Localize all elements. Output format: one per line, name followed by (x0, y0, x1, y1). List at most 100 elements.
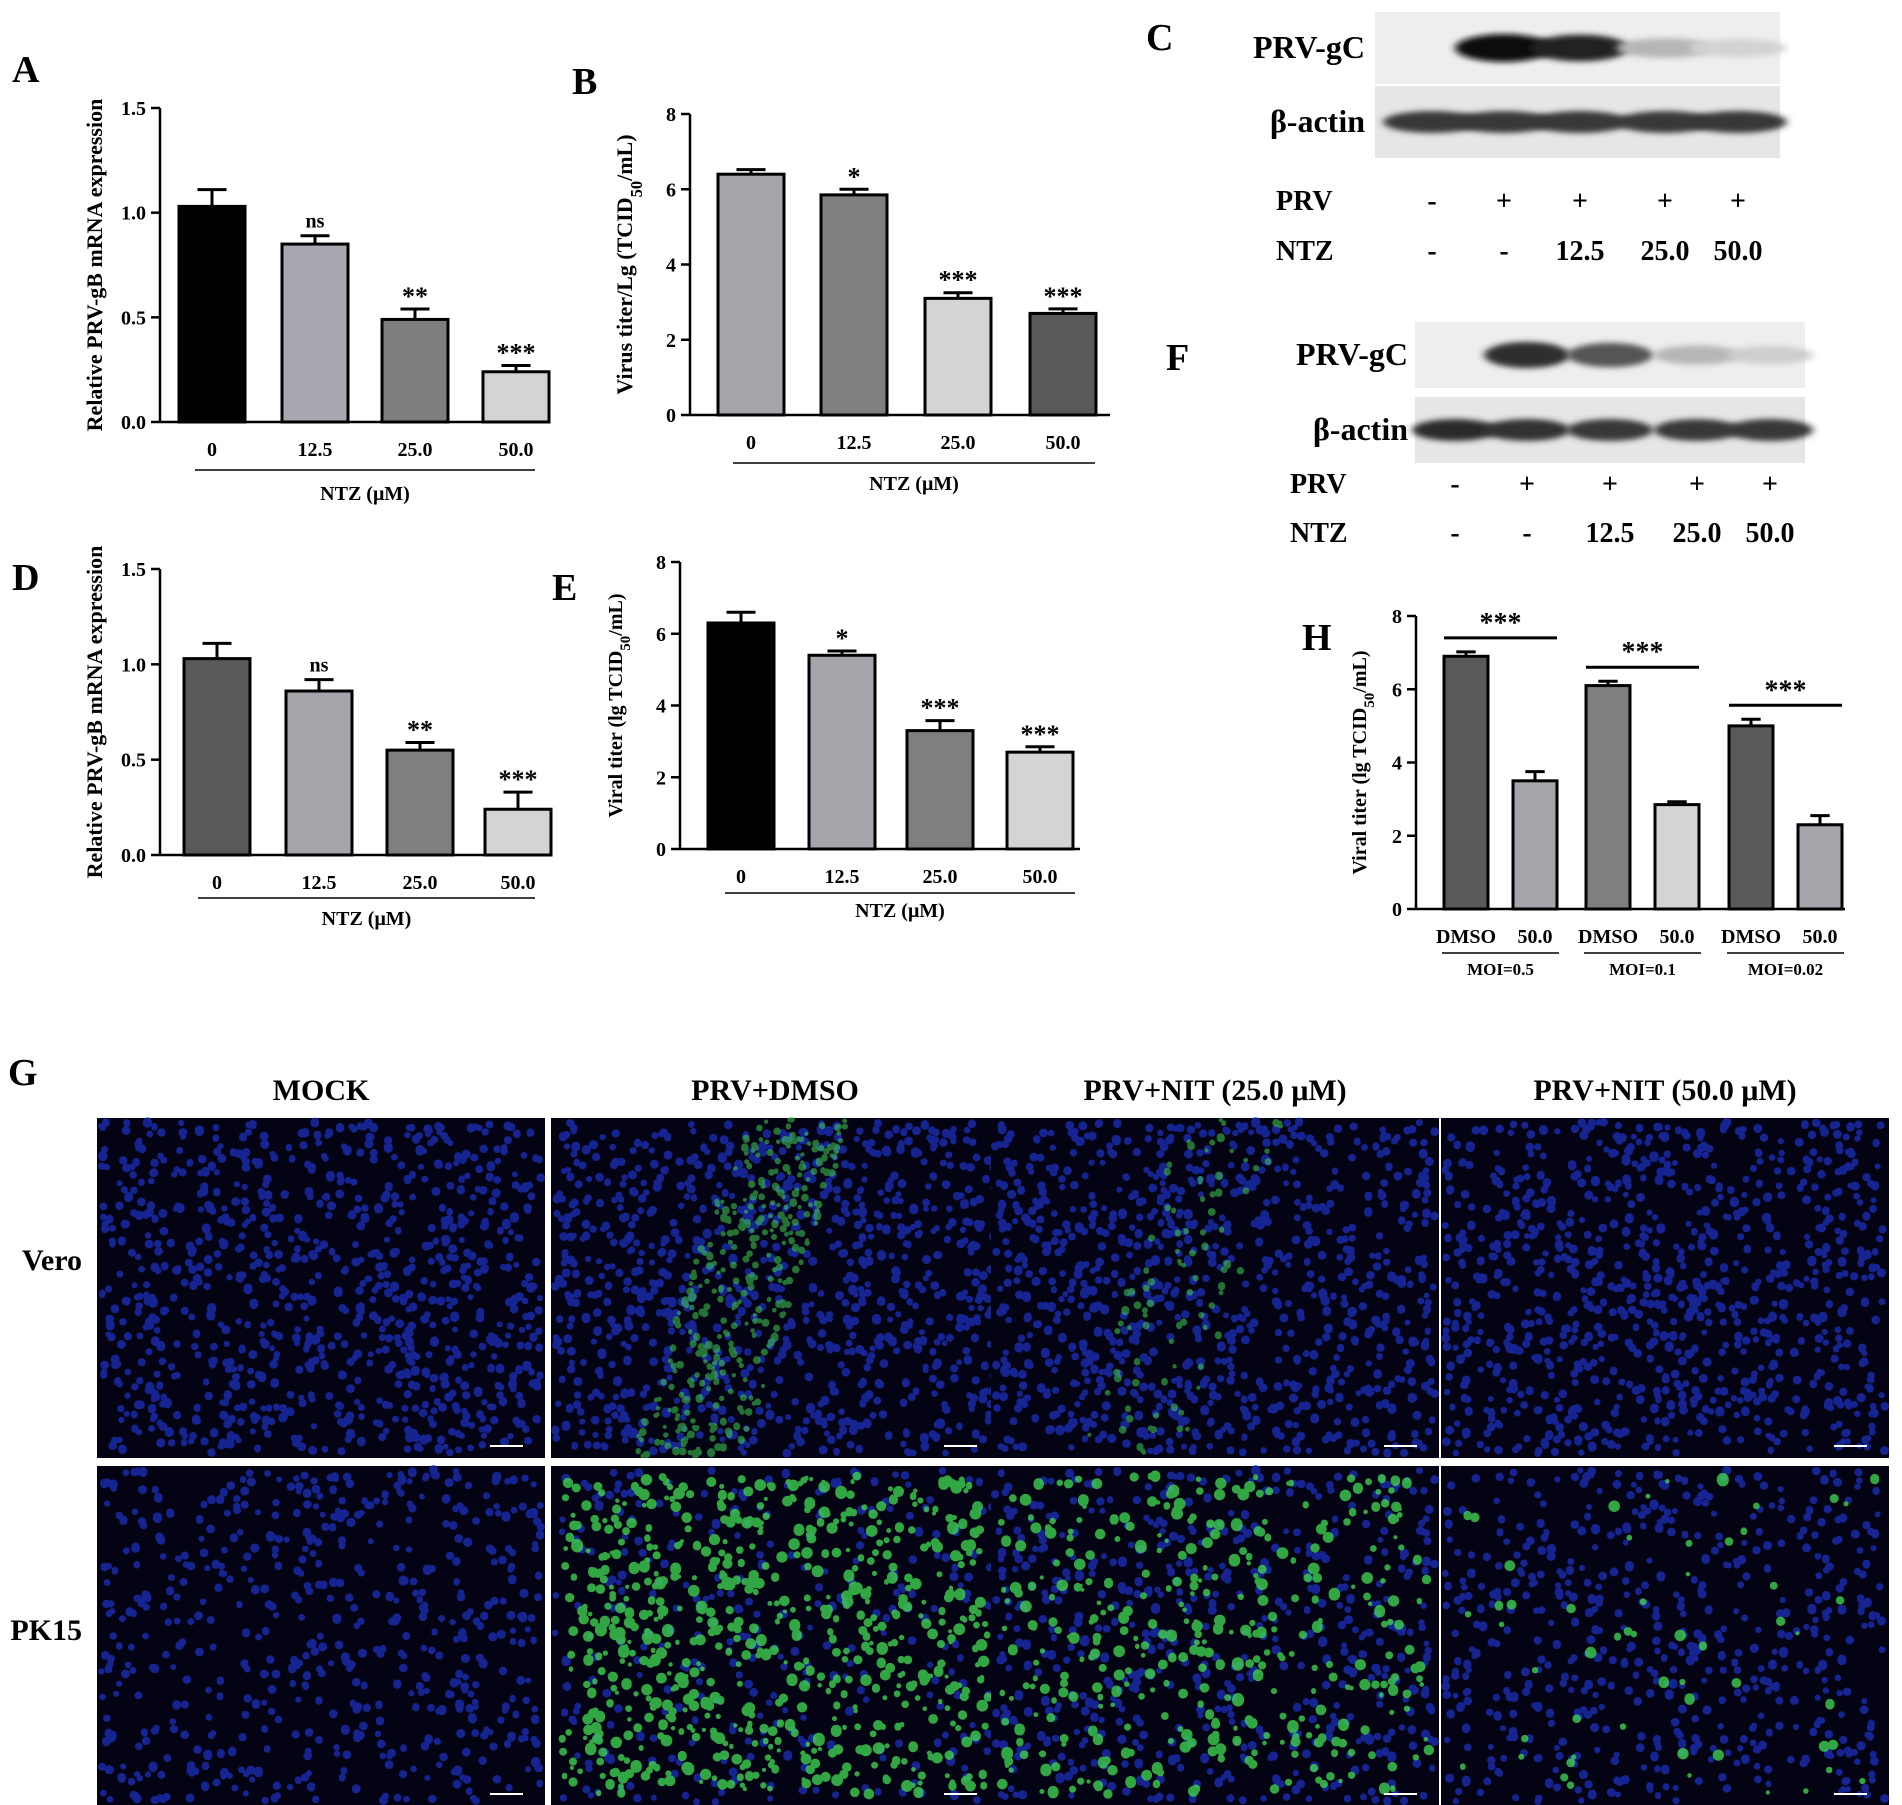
chart-e-category-label: 0 (736, 866, 746, 888)
blot-f-band-actin (1484, 419, 1570, 441)
chart-d-ylabel: Relative PRV-gB mRNA expression (82, 546, 107, 879)
chart-e-bar (706, 621, 776, 851)
blot-c-ntz-value: 25.0 (1641, 236, 1690, 267)
chart-a-xlabel: NTZ (μM) (320, 483, 410, 505)
microscopy-column-label: MOCK (273, 1074, 370, 1107)
chart-e-ytick-label: 8 (656, 552, 666, 574)
chart-e-ytick-label: 6 (656, 624, 666, 646)
blot-c-prv-value: + (1657, 186, 1673, 217)
chart-a-category-label: 25.0 (398, 439, 433, 461)
chart-d-xlabel: NTZ (μM) (322, 908, 412, 930)
chart-h-category-label: DMSO (1436, 926, 1496, 948)
chart-a-significance: ** (402, 282, 428, 311)
blot-c-prv-value: - (1427, 186, 1436, 217)
blot-f-band-actin (1727, 419, 1813, 441)
chart-h-bar (1727, 724, 1775, 911)
blot-f-prv-value: + (1602, 469, 1618, 500)
blot-c-label-actin: β-actin (1270, 103, 1365, 139)
blot-f-prv-value: - (1450, 469, 1459, 500)
chart-b-ylabel: Virus titer/Lg (TCID50/mL) (612, 134, 646, 394)
chart-b-bar (923, 296, 993, 417)
microscopy-green-signal (635, 1116, 848, 1459)
chart-h-bracket-significance: *** (1765, 675, 1807, 706)
microscopy-tile (97, 1117, 546, 1458)
chart-b-bar (716, 172, 786, 417)
blot-f-label-gc: PRV-gC (1296, 336, 1408, 372)
chart-h-category-label: DMSO (1721, 926, 1781, 948)
chart-h-ylabel-part-c: /mL) (1349, 650, 1371, 693)
panel-letter-f: F (1166, 337, 1189, 379)
chart-e-ylabel: Viral titer (lg TCID50/mL) (605, 593, 634, 817)
blot-c-label-gc: PRV-gC (1253, 29, 1365, 65)
blot-c-ntz-value: 50.0 (1714, 236, 1763, 267)
blot-f-ntz-value: 50.0 (1746, 518, 1795, 549)
chart-e-ylabel-part-a: Viral titer (lg TCID (605, 651, 627, 818)
chart-b-xlabel: NTZ (μM) (869, 473, 959, 495)
microscopy-tile (97, 1465, 546, 1805)
chart-a-bar (481, 370, 551, 424)
blot-c-ntz-value: - (1499, 236, 1508, 267)
panel-letter-e: E (552, 567, 577, 609)
chart-h-ylabel-part-a: Viral titer (lg TCID (1349, 708, 1371, 875)
western-blot-c: PRV-gC β-actin PRV NTZ - + + + + - - 12.5 25.0 50.0 (1253, 12, 1787, 267)
chart-h-viral-titer-moi: 0 2 4 6 8 Viral titer (lg TCID50/mL) DMSO 50.0 D… (1349, 606, 1845, 979)
microscopy-column-label: PRV+DMSO (691, 1074, 859, 1107)
chart-a-ytick-label: 1.0 (121, 203, 146, 225)
chart-a-bar (380, 317, 450, 424)
chart-b-significance: *** (939, 266, 978, 295)
chart-h-bracket-significance: *** (1622, 637, 1664, 668)
blot-f-band-gc (1484, 341, 1570, 369)
blot-c-band-gc (1531, 34, 1629, 62)
blot-f-ntz-value: - (1450, 518, 1459, 549)
chart-h-bar (1442, 654, 1490, 911)
blot-f-label-actin: β-actin (1313, 411, 1408, 447)
microscopy-nuclei (98, 1465, 546, 1805)
chart-b-significance: *** (1044, 282, 1083, 311)
panel-letter-c: C (1146, 17, 1173, 59)
blot-f-prv-value: + (1762, 469, 1778, 500)
chart-e-significance: *** (921, 694, 960, 723)
microscopy-green-signal (997, 1470, 1435, 1799)
microscopy-tile-background (551, 1466, 999, 1805)
blot-c-band-actin (1689, 111, 1787, 133)
blot-f-ntz-value: 12.5 (1586, 518, 1635, 549)
chart-d-ytick-label: 0.0 (121, 845, 146, 867)
panel-letter-b: B (572, 61, 597, 103)
chart-h-group-label: MOI=0.1 (1609, 960, 1676, 979)
microscopy-nuclei (990, 1117, 1440, 1458)
blot-c-ntz-value: 12.5 (1556, 236, 1605, 267)
chart-h-ylabel-part-sub: 50 (1362, 693, 1378, 708)
microscopy-tile (1441, 1117, 1890, 1458)
chart-b-ytick-label: 6 (666, 179, 676, 201)
microscopy-row-label: Vero (22, 1244, 82, 1277)
blot-c-prv-value: + (1572, 186, 1588, 217)
microscopy-tile (990, 1465, 1440, 1805)
chart-d-relative-mrna: 0.0 0.5 1.0 1.5 Relative PRV-gB mRNA express… (82, 546, 553, 930)
chart-h-bar (1584, 684, 1632, 911)
chart-d-category-label: 25.0 (403, 872, 438, 894)
blot-c-band-actin (1455, 111, 1553, 133)
chart-e-ytick-label: 0 (656, 839, 666, 861)
microscopy-green-signal (558, 1471, 993, 1800)
microscopy-row-label: PK15 (10, 1614, 82, 1647)
chart-a-ytick-label: 1.5 (121, 98, 146, 120)
chart-a-relative-mrna: 0.0 0.5 1.0 1.5 Relative PRV-gB mRNA express… (82, 98, 551, 505)
blot-f-ntz-value: - (1522, 518, 1531, 549)
chart-b-ytick-label: 2 (666, 330, 676, 352)
chart-h-ytick-label: 8 (1392, 606, 1402, 628)
chart-d-ytick-label: 1.5 (121, 559, 146, 581)
blot-c-ntz-label: NTZ (1276, 236, 1334, 267)
microscopy-column-label: PRV+NIT (50.0 μM) (1533, 1074, 1796, 1107)
chart-h-ylabel: Viral titer (lg TCID50/mL) (1349, 650, 1378, 874)
blot-f-band-gc (1567, 342, 1653, 368)
blot-f-prv-value: + (1689, 469, 1705, 500)
chart-e-significance: *** (1021, 720, 1060, 749)
chart-a-ylabel: Relative PRV-gB mRNA expression (82, 99, 107, 432)
chart-b-category-label: 12.5 (837, 432, 872, 454)
chart-e-ytick-label: 4 (656, 696, 666, 718)
chart-b-ylabel-part-c: /mL) (612, 134, 637, 181)
chart-e-category-label: 25.0 (923, 866, 958, 888)
chart-b-ylabel-part-a: Virus titer/Lg (TCID (612, 197, 637, 394)
chart-e-viral-titer: 0 2 4 6 8 Viral titer (lg TCID50/mL) 0 * 12.5 ***… (605, 552, 1080, 922)
chart-e-ylabel-part-sub: 50 (618, 636, 634, 651)
